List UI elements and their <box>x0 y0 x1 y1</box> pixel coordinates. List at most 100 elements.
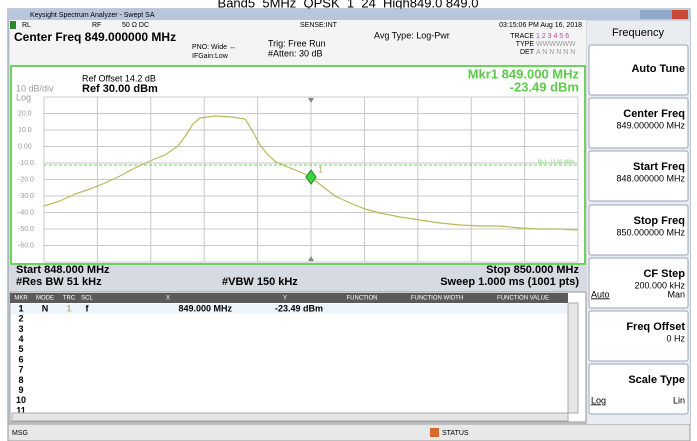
ref-level: Ref 30.00 dBm <box>82 83 158 95</box>
cell: N <box>42 303 49 313</box>
softkey-label: Auto Tune <box>631 63 685 75</box>
menu-title: Frequency <box>612 27 664 39</box>
datetime: 03:15:06 PM Aug 16, 2018 <box>499 22 582 29</box>
softkey-value: 849.000000 MHz <box>616 120 685 130</box>
det-label: DET <box>520 49 535 56</box>
softkey-value: 848.000000 MHz <box>616 173 685 183</box>
cell: 11 <box>16 405 26 415</box>
trace-nums: 1 2 3 4 5 6 <box>536 33 569 40</box>
cell: 1 <box>18 303 23 313</box>
avg-type: Avg Type: Log-Pwr <box>374 30 450 40</box>
y-tick-label: 0.00 <box>18 143 32 150</box>
softkey[interactable] <box>588 44 689 96</box>
marker <box>305 169 317 185</box>
softkey-value: 850.000000 MHz <box>616 227 685 237</box>
cell: -23.49 dBm <box>275 303 323 313</box>
cell: 4 <box>18 334 23 344</box>
softkey[interactable] <box>588 97 689 149</box>
status: STATUS <box>442 430 469 437</box>
pno: PNO: Wide ↔ <box>192 44 236 51</box>
status-icon <box>430 428 439 437</box>
table-body: MKR MODE TRC SCL X Y FUNCTION FUNCTION WIDTH FUN… <box>11 296 567 415</box>
softkey[interactable] <box>588 150 689 202</box>
y-tick-label: 20.0 <box>18 110 32 117</box>
y-tick-label: -10.0 <box>18 160 34 167</box>
softkey[interactable] <box>588 310 689 362</box>
softkey-label: Freq Offset <box>626 321 685 333</box>
marker-id: 1 <box>318 164 323 174</box>
column-header: MODE <box>36 296 54 302</box>
y-tick-label: -40.0 <box>18 209 34 216</box>
softkey-label: Center Freq <box>623 108 685 120</box>
close-button[interactable] <box>672 10 688 19</box>
softkey-label: Stop Freq <box>634 215 685 227</box>
ifgain: IFGain:Low <box>192 53 229 60</box>
y-tick-label: -60.0 <box>18 242 34 249</box>
cell: 10 <box>16 395 26 405</box>
cell: 2 <box>18 314 23 324</box>
type-value: WWWWWW <box>536 41 576 48</box>
msg: MSG <box>12 430 28 437</box>
start-freq: Start 848.000 MHz <box>16 264 110 276</box>
res-bw: #Res BW 51 kHz <box>16 276 102 288</box>
status-icon <box>10 21 16 29</box>
softkey-label: Scale Type <box>628 374 685 386</box>
trace <box>43 115 579 231</box>
trig: Trig: Free Run <box>268 38 326 48</box>
center-marker <box>308 98 314 103</box>
cell: 8 <box>18 375 23 385</box>
ref-offset: Ref Offset 14.2 dB <box>82 73 156 83</box>
status-row <box>10 20 586 30</box>
table-header <box>10 293 568 303</box>
column-header: SCL <box>81 296 93 302</box>
softkey-option: Log <box>591 395 606 405</box>
coupling: 50 Ω DC <box>122 22 149 29</box>
column-header: Y <box>283 296 287 302</box>
marker-freq: Mkr1 849.000 MHz <box>468 66 580 81</box>
trace-label: TRACE <box>510 33 534 40</box>
y-tick-label: -20.0 <box>18 176 34 183</box>
cell: 6 <box>18 354 23 364</box>
rl: RL <box>22 22 31 29</box>
stop-freq: Stop 850.000 MHz <box>486 264 579 276</box>
column-header: FUNCTION <box>347 296 378 302</box>
window-controls[interactable] <box>640 10 688 19</box>
v-scrollbar[interactable] <box>567 302 579 414</box>
atten: #Atten: 30 dB <box>268 48 323 58</box>
softkey-value: 0 Hz <box>666 333 685 343</box>
cell: 3 <box>18 324 23 334</box>
column-header: MKR <box>14 296 28 302</box>
softkey-label: Start Freq <box>633 161 685 173</box>
column-header: FUNCTION VALUE <box>497 296 549 302</box>
cell: 849.000 MHz <box>178 303 232 313</box>
window-title: Keysight Spectrum Analyzer - Swept SA <box>30 12 155 19</box>
cell: f <box>86 303 90 313</box>
caption: Band5_5MHz_QPSK_1_24_High849.0 849.0 <box>218 0 479 10</box>
cell: 5 <box>18 344 23 354</box>
settings-panel <box>10 30 586 66</box>
column-header: X <box>166 296 170 302</box>
selected-row <box>11 304 567 314</box>
center-marker <box>308 256 314 261</box>
softkey-label: CF Step <box>643 268 685 280</box>
softkey-option: Lin <box>673 395 685 405</box>
sense: SENSE:INT <box>300 22 338 29</box>
softkey-option: Man <box>667 289 685 299</box>
center-freq: Center Freq 849.000000 MHz <box>14 30 176 44</box>
cell: 7 <box>18 365 23 375</box>
rf: RF <box>92 22 101 29</box>
det-value: A N N N N N <box>536 49 575 56</box>
type-label: TYPE <box>516 41 535 48</box>
marker-amp: -23.49 dBm <box>510 79 579 94</box>
y-tick-label: -30.0 <box>18 193 34 200</box>
column-header: FUNCTION WIDTH <box>411 296 463 302</box>
softkey[interactable] <box>588 363 689 415</box>
softkey[interactable] <box>588 257 689 309</box>
cell: 9 <box>18 385 23 395</box>
softkey[interactable] <box>588 204 689 256</box>
h-scrollbar[interactable] <box>11 412 569 422</box>
grid: 20.0 10.0 0.00 -10.0 -20.0 -30.0 -40.0 -50.0 -60… <box>18 96 579 263</box>
